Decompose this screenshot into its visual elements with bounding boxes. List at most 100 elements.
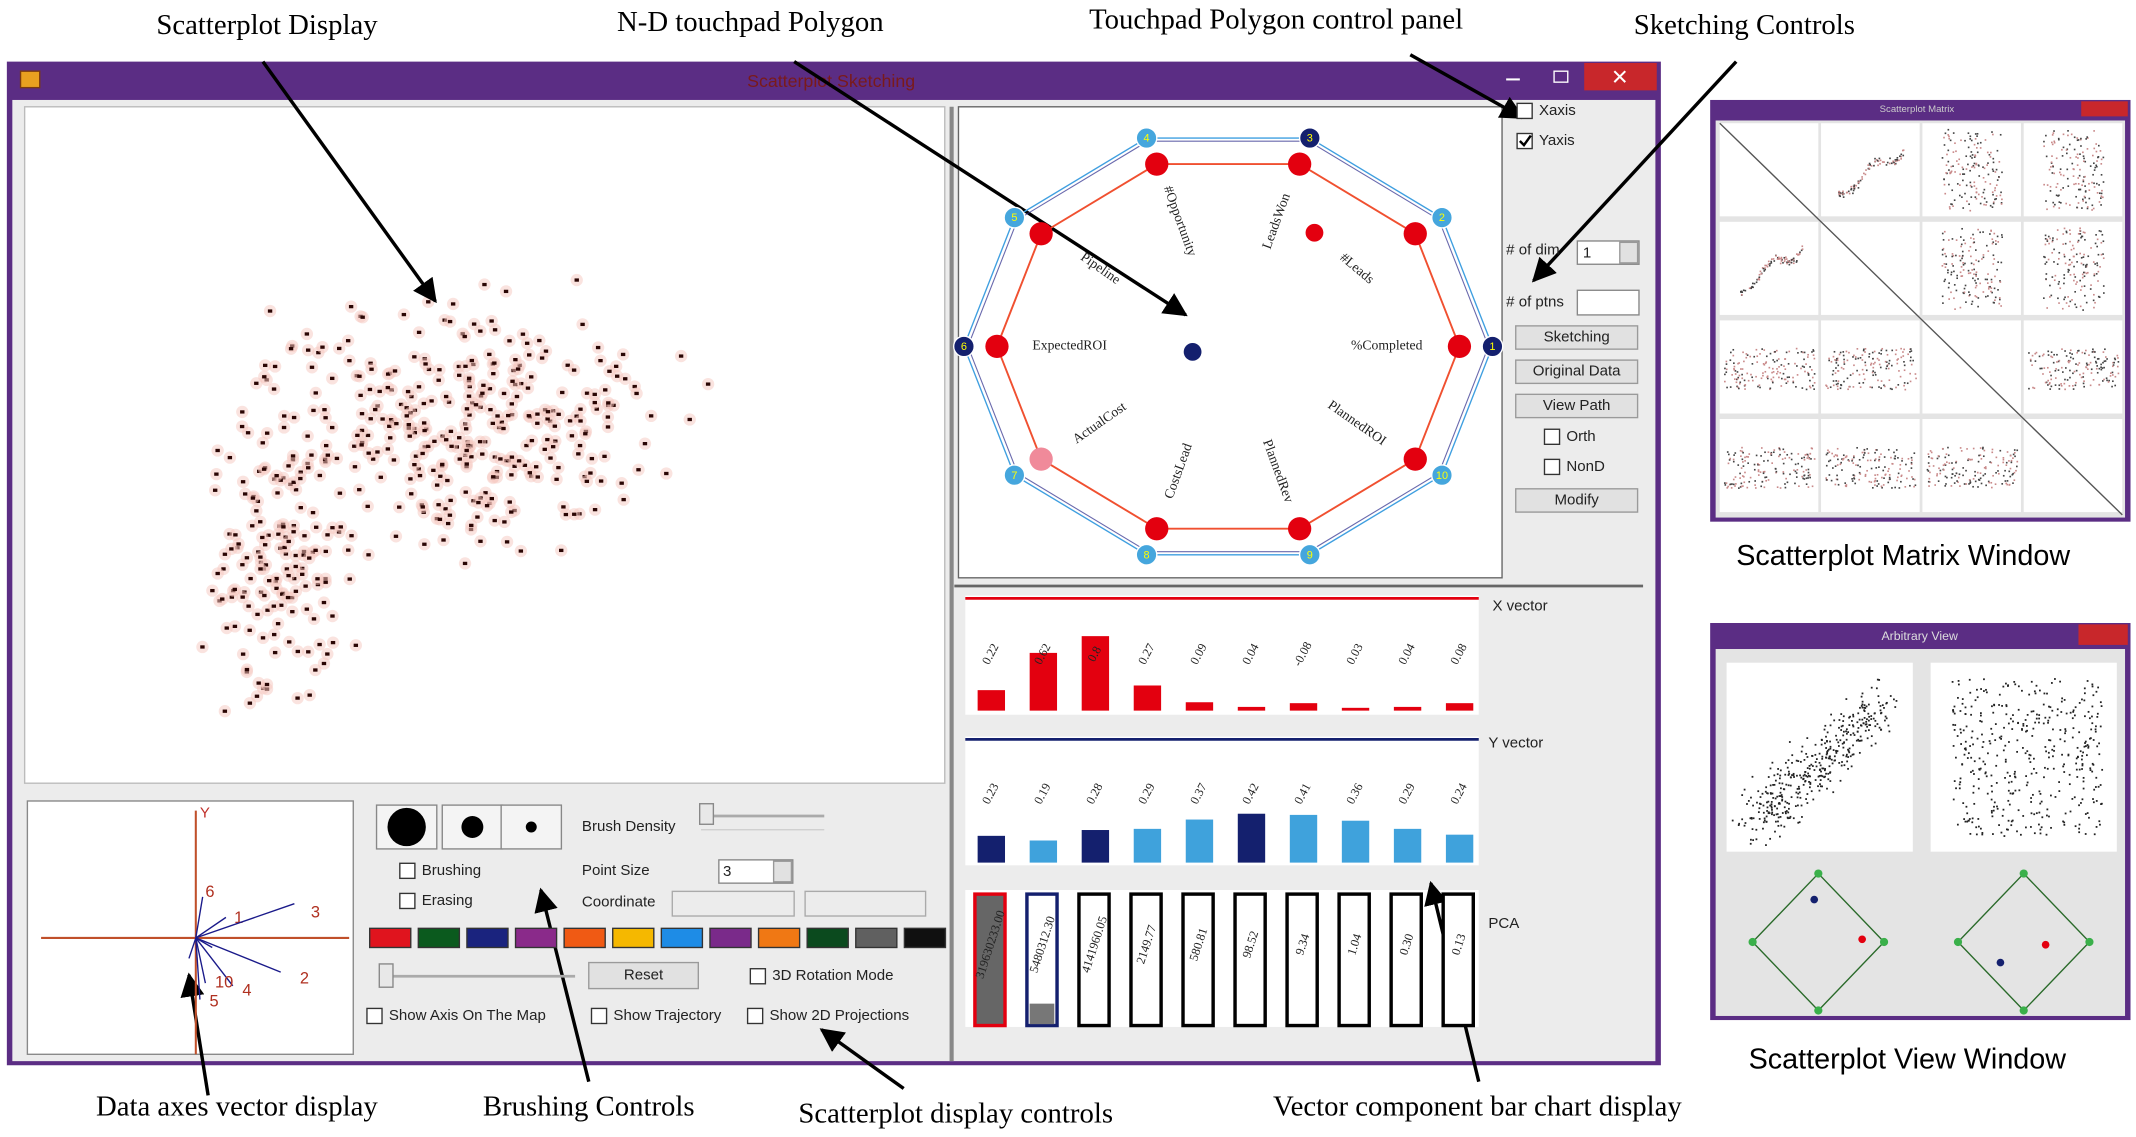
checkbox[interactable] [749,968,767,985]
point [509,510,514,514]
matrix-point [2065,230,2068,233]
matrix-point [1740,485,1743,488]
matrix-point [1807,353,1809,356]
color-swatch[interactable] [369,927,412,949]
slider-thumb[interactable] [698,803,715,825]
touchpad-point[interactable] [1288,152,1312,176]
spinner[interactable] [1619,241,1639,264]
view-point [1968,678,1971,681]
matrix-cell[interactable] [2023,320,2123,414]
color-swatch[interactable] [563,927,606,949]
button[interactable] [1515,359,1639,385]
touchpad-point[interactable] [1403,222,1427,246]
touchpad-point[interactable] [1447,334,1472,359]
color-swatch[interactable] [660,927,704,949]
matrix-point [1951,462,1953,464]
view-point [1789,815,1792,818]
matrix-cell[interactable] [1821,320,1920,414]
annotation: Brushing Controls [483,1091,695,1123]
matrix-point [2093,356,2096,359]
vertex[interactable] [1135,127,1158,150]
view-vertex [1953,937,1963,947]
color-swatch[interactable] [757,927,801,949]
checkbox[interactable] [1543,428,1561,445]
vertex[interactable] [1298,543,1321,566]
matrix-cell[interactable] [1821,123,1920,217]
checkbox-label: 3D Rotation Mode [772,967,893,984]
maximize-button[interactable] [1553,70,1569,83]
touchpad-polygon[interactable] [957,106,1503,579]
matrix-cell[interactable] [1922,123,2021,217]
matrix-point [1862,381,1865,384]
vertex[interactable] [1003,206,1026,229]
checkbox[interactable] [399,862,416,880]
view-point [1749,842,1752,845]
button[interactable] [1515,393,1639,419]
color-swatch[interactable] [855,927,898,949]
matrix-point [2077,233,2080,235]
color-swatch[interactable] [514,927,558,949]
color-swatch[interactable] [612,927,655,949]
point [353,643,359,647]
vertex[interactable] [1481,335,1504,358]
vertex[interactable] [1298,127,1321,150]
point [466,376,472,380]
color-swatch[interactable] [417,927,461,949]
matrix-point [1965,184,1968,187]
vertex[interactable] [1135,543,1158,566]
color-swatch[interactable] [806,927,849,949]
color-swatch[interactable] [466,927,509,949]
vertex[interactable] [952,335,975,358]
checkbox[interactable] [366,1007,383,1025]
matrix-cell[interactable] [1719,221,1819,315]
matrix-point [2081,184,2083,187]
touchpad-cursor[interactable] [1183,342,1202,361]
checkbox[interactable] [1516,102,1533,120]
matrix-point [2102,253,2104,255]
view-point [2081,763,2084,765]
input[interactable] [1576,289,1640,316]
color-swatch[interactable] [709,927,752,949]
view-point [1837,745,1840,747]
color-swatch[interactable] [903,927,947,949]
close-button[interactable] [2081,101,2128,117]
slider-thumb[interactable] [378,963,394,988]
checkbox[interactable] [746,1007,764,1025]
button[interactable] [1515,488,1639,513]
button[interactable] [1515,325,1639,350]
touchpad-point[interactable] [1029,222,1053,246]
checkbox[interactable] [399,892,416,910]
vertex[interactable] [1431,464,1453,487]
vertex[interactable] [1003,464,1026,487]
view-point [2078,768,2081,771]
touchpad-point[interactable] [1288,517,1312,541]
matrix-point [1873,350,1876,353]
matrix-cell[interactable] [1922,418,2021,513]
matrix-cell[interactable] [2023,123,2123,217]
matrix-point [1848,192,1851,195]
matrix-point [1729,483,1732,486]
matrix-point [1797,254,1799,256]
touchpad-point[interactable] [985,334,1009,359]
view-point [1953,780,1956,782]
matrix-point [2102,351,2105,353]
view-point [1990,810,1993,812]
matrix-cell[interactable] [1719,418,1819,513]
matrix-cell[interactable] [2023,221,2123,315]
checkbox[interactable] [1543,458,1561,476]
bar [1133,828,1162,863]
close-button[interactable] [2078,624,2128,645]
touchpad-point[interactable] [1029,447,1053,471]
matrix-point [2083,253,2085,256]
view-vertex [1879,937,1889,947]
view-point [1755,838,1758,841]
touchpad-point[interactable] [1403,447,1427,471]
touchpad-point[interactable] [1145,517,1169,541]
vertex[interactable] [1431,206,1453,229]
touchpad-point[interactable] [1305,223,1324,242]
view-point [1996,805,1998,808]
spinner[interactable] [772,860,793,883]
touchpad-point[interactable] [1145,152,1169,176]
checkbox[interactable] [590,1007,608,1025]
button[interactable] [588,961,699,990]
